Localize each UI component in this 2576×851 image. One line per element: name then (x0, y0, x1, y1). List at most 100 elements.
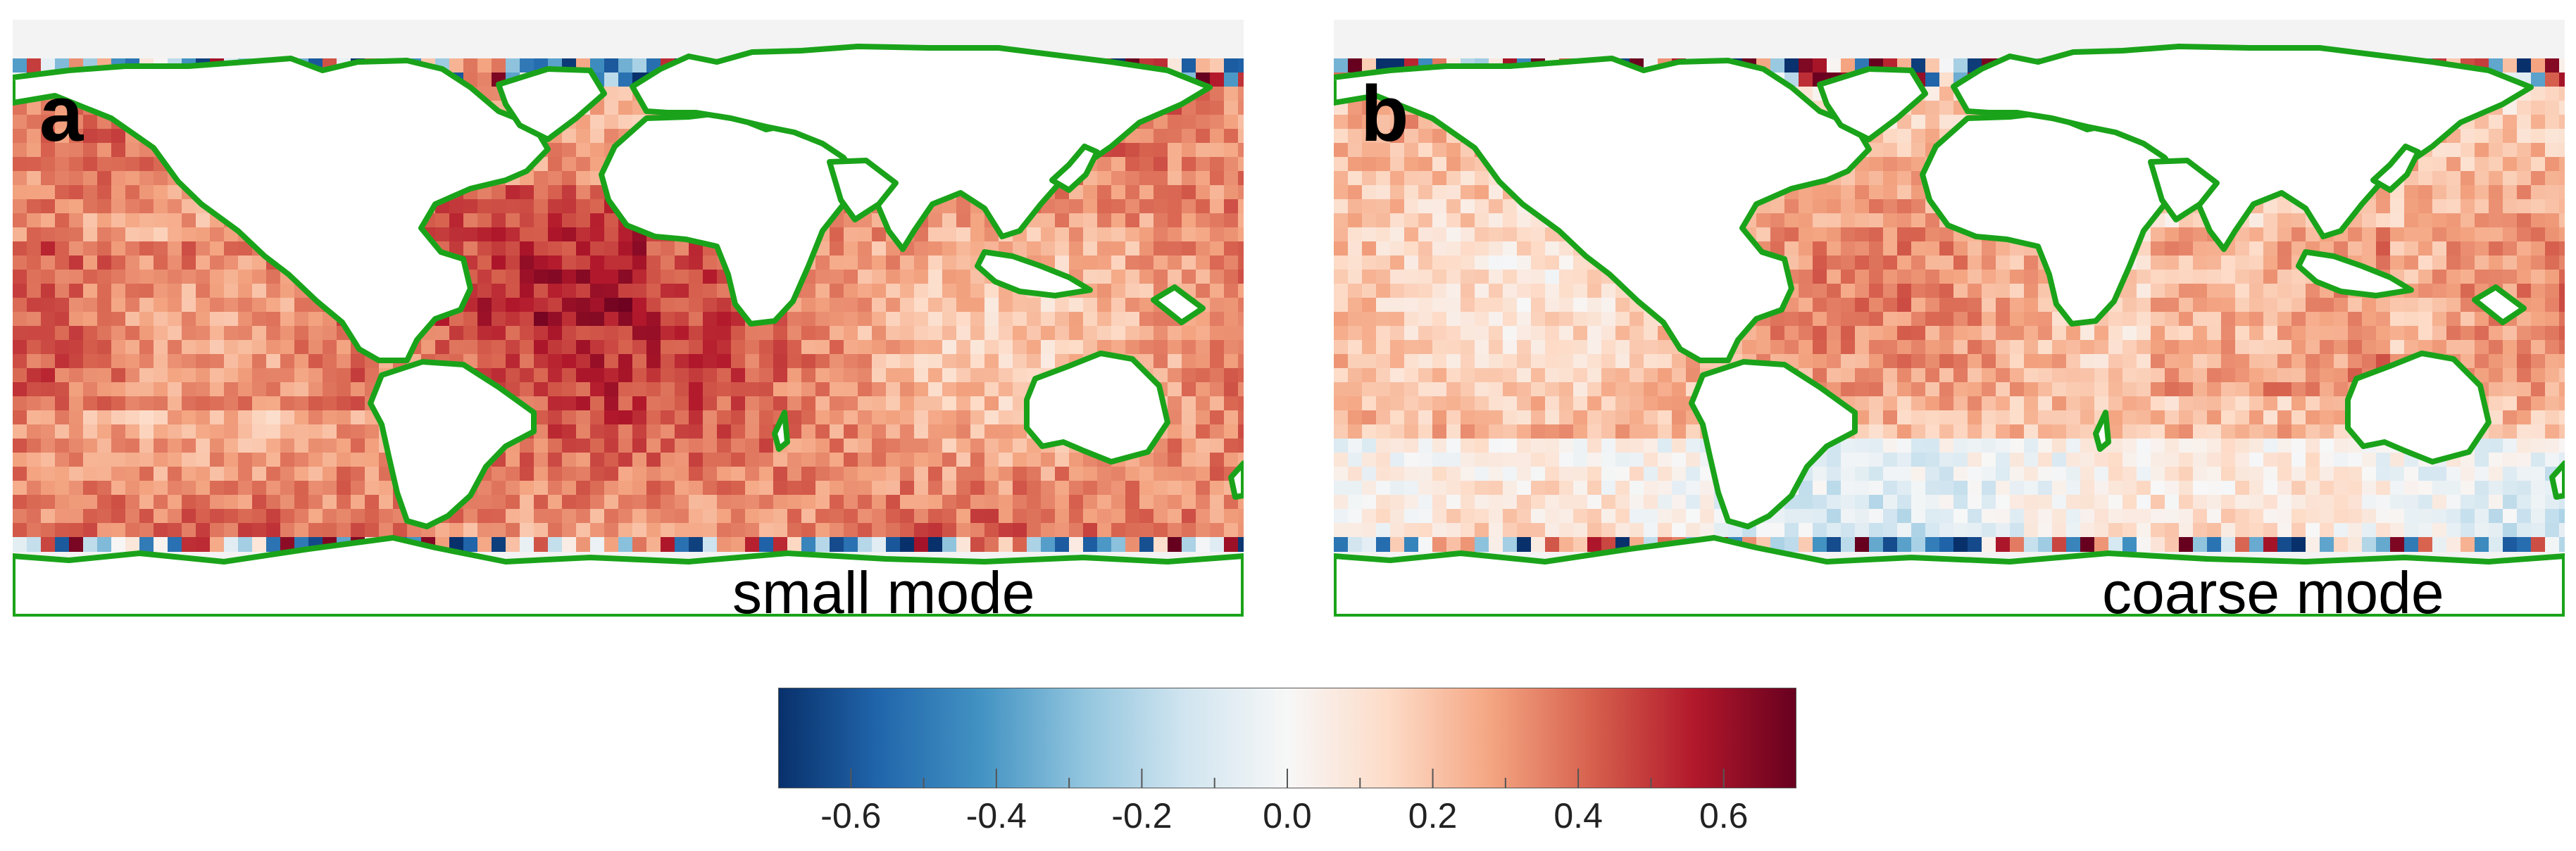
ocean-field-cell (590, 157, 605, 172)
ocean-field-cell (1446, 312, 1461, 327)
ocean-field-cell (999, 340, 1013, 355)
ocean-field-cell (1139, 129, 1154, 144)
ocean-field-cell (548, 396, 563, 411)
ocean-field-cell (224, 509, 239, 524)
ocean-field-cell (1531, 256, 1546, 270)
ocean-field-cell (2475, 115, 2489, 130)
ocean-field-cell (463, 340, 478, 355)
ocean-field-cell (2080, 326, 2095, 341)
ocean-field-cell (984, 326, 999, 341)
ocean-field-cell (2503, 270, 2518, 284)
ocean-field-cell (1841, 340, 1856, 355)
ocean-field-cell (1432, 312, 1447, 327)
ocean-field-cell (618, 453, 633, 467)
ocean-field-cell (2094, 340, 2109, 355)
ocean-field-cell (1939, 115, 1954, 130)
ocean-field-cell (942, 495, 957, 510)
ocean-field-cell (703, 354, 718, 369)
ocean-field-cell (2052, 326, 2067, 341)
ocean-field-cell (1097, 270, 1112, 284)
ocean-field-cell (1111, 241, 1126, 256)
ocean-field-cell (1182, 340, 1196, 355)
ocean-field-cell (13, 298, 27, 313)
ocean-field-cell (886, 298, 901, 313)
ocean-field-cell (463, 213, 478, 228)
ocean-field-cell (872, 523, 887, 538)
ocean-field-cell (2559, 115, 2565, 130)
ocean-field-cell (970, 354, 985, 369)
ocean-field-cell (787, 326, 802, 341)
ocean-field-cell (83, 481, 98, 496)
ocean-field-cell (323, 523, 337, 538)
ocean-field-cell (1238, 537, 1244, 552)
ocean-field-cell (2291, 227, 2306, 242)
ocean-field-cell (1210, 185, 1225, 200)
ocean-field-cell (2418, 326, 2433, 341)
ocean-field-cell (2362, 340, 2377, 355)
ocean-field-cell (2137, 270, 2151, 284)
ocean-field-cell (787, 523, 802, 538)
ocean-field-cell (2137, 340, 2151, 355)
ocean-field-cell (252, 509, 267, 524)
ocean-field-cell (1362, 284, 1377, 298)
ocean-field-cell (1827, 241, 1842, 256)
ocean-field-cell (13, 115, 27, 130)
ocean-field-cell (548, 157, 563, 172)
ocean-field-cell (2432, 326, 2447, 341)
ocean-field-cell (1013, 495, 1027, 510)
ocean-field-cell (2376, 312, 2391, 327)
ocean-field-cell (534, 368, 549, 383)
land-mass (772, 410, 790, 452)
ocean-field-cell (1168, 213, 1182, 228)
ocean-field-cell (1125, 199, 1140, 214)
ocean-field-cell (139, 382, 154, 397)
ocean-field-cell (1461, 298, 1475, 313)
ocean-field-cell (548, 467, 563, 481)
ocean-field-cell (914, 523, 929, 538)
ocean-field-cell (1238, 143, 1244, 158)
ocean-field-cell (632, 481, 647, 496)
ocean-field-cell (858, 396, 873, 411)
ocean-field-cell (182, 439, 196, 453)
ocean-field-cell (1517, 284, 1532, 298)
ocean-field-cell (1196, 227, 1211, 242)
ocean-field-cell (2531, 199, 2546, 214)
ocean-field-cell (111, 424, 126, 439)
ocean-field-cell (2503, 213, 2518, 228)
ocean-field-cell (2193, 270, 2208, 284)
ocean-field-cell (2503, 115, 2518, 130)
ocean-field-cell (2517, 157, 2532, 172)
ocean-field-cell (830, 326, 844, 341)
ocean-field-cell (2263, 227, 2278, 242)
ocean-field-cell (731, 340, 746, 355)
ocean-field-cell (1168, 270, 1182, 284)
ocean-field-cell (661, 312, 675, 327)
ocean-field-cell (2517, 312, 2532, 327)
ocean-field-cell (1911, 340, 1926, 355)
ocean-field-cell (717, 495, 732, 510)
ocean-field-cell (1334, 58, 1349, 73)
ocean-field-cell (703, 467, 718, 481)
ocean-field-cell (1168, 481, 1182, 496)
ocean-field-cell (224, 368, 239, 383)
ocean-field-cell (154, 439, 168, 453)
ocean-field-cell (1446, 340, 1461, 355)
ocean-field-cell (1139, 453, 1154, 467)
ocean-field-cell (2461, 213, 2475, 228)
ocean-field-cell (168, 439, 182, 453)
ocean-field-cell (2291, 312, 2306, 327)
ocean-field-cell (1210, 453, 1225, 467)
ocean-field-cell (1125, 241, 1140, 256)
ocean-field-cell (1925, 326, 1940, 341)
ocean-field-cell (562, 453, 577, 467)
ocean-field-cell (773, 354, 788, 369)
ocean-field-cell (2348, 326, 2363, 341)
ocean-field-cell (238, 284, 253, 298)
ocean-field-cell (2489, 199, 2503, 214)
ocean-field-cell (1939, 354, 1954, 369)
ocean-field-cell (266, 495, 281, 510)
ocean-field-cell (1041, 213, 1056, 228)
ocean-field-cell (2320, 340, 2334, 355)
ocean-field-cell (1404, 241, 1419, 256)
ocean-field-cell (2010, 326, 2025, 341)
